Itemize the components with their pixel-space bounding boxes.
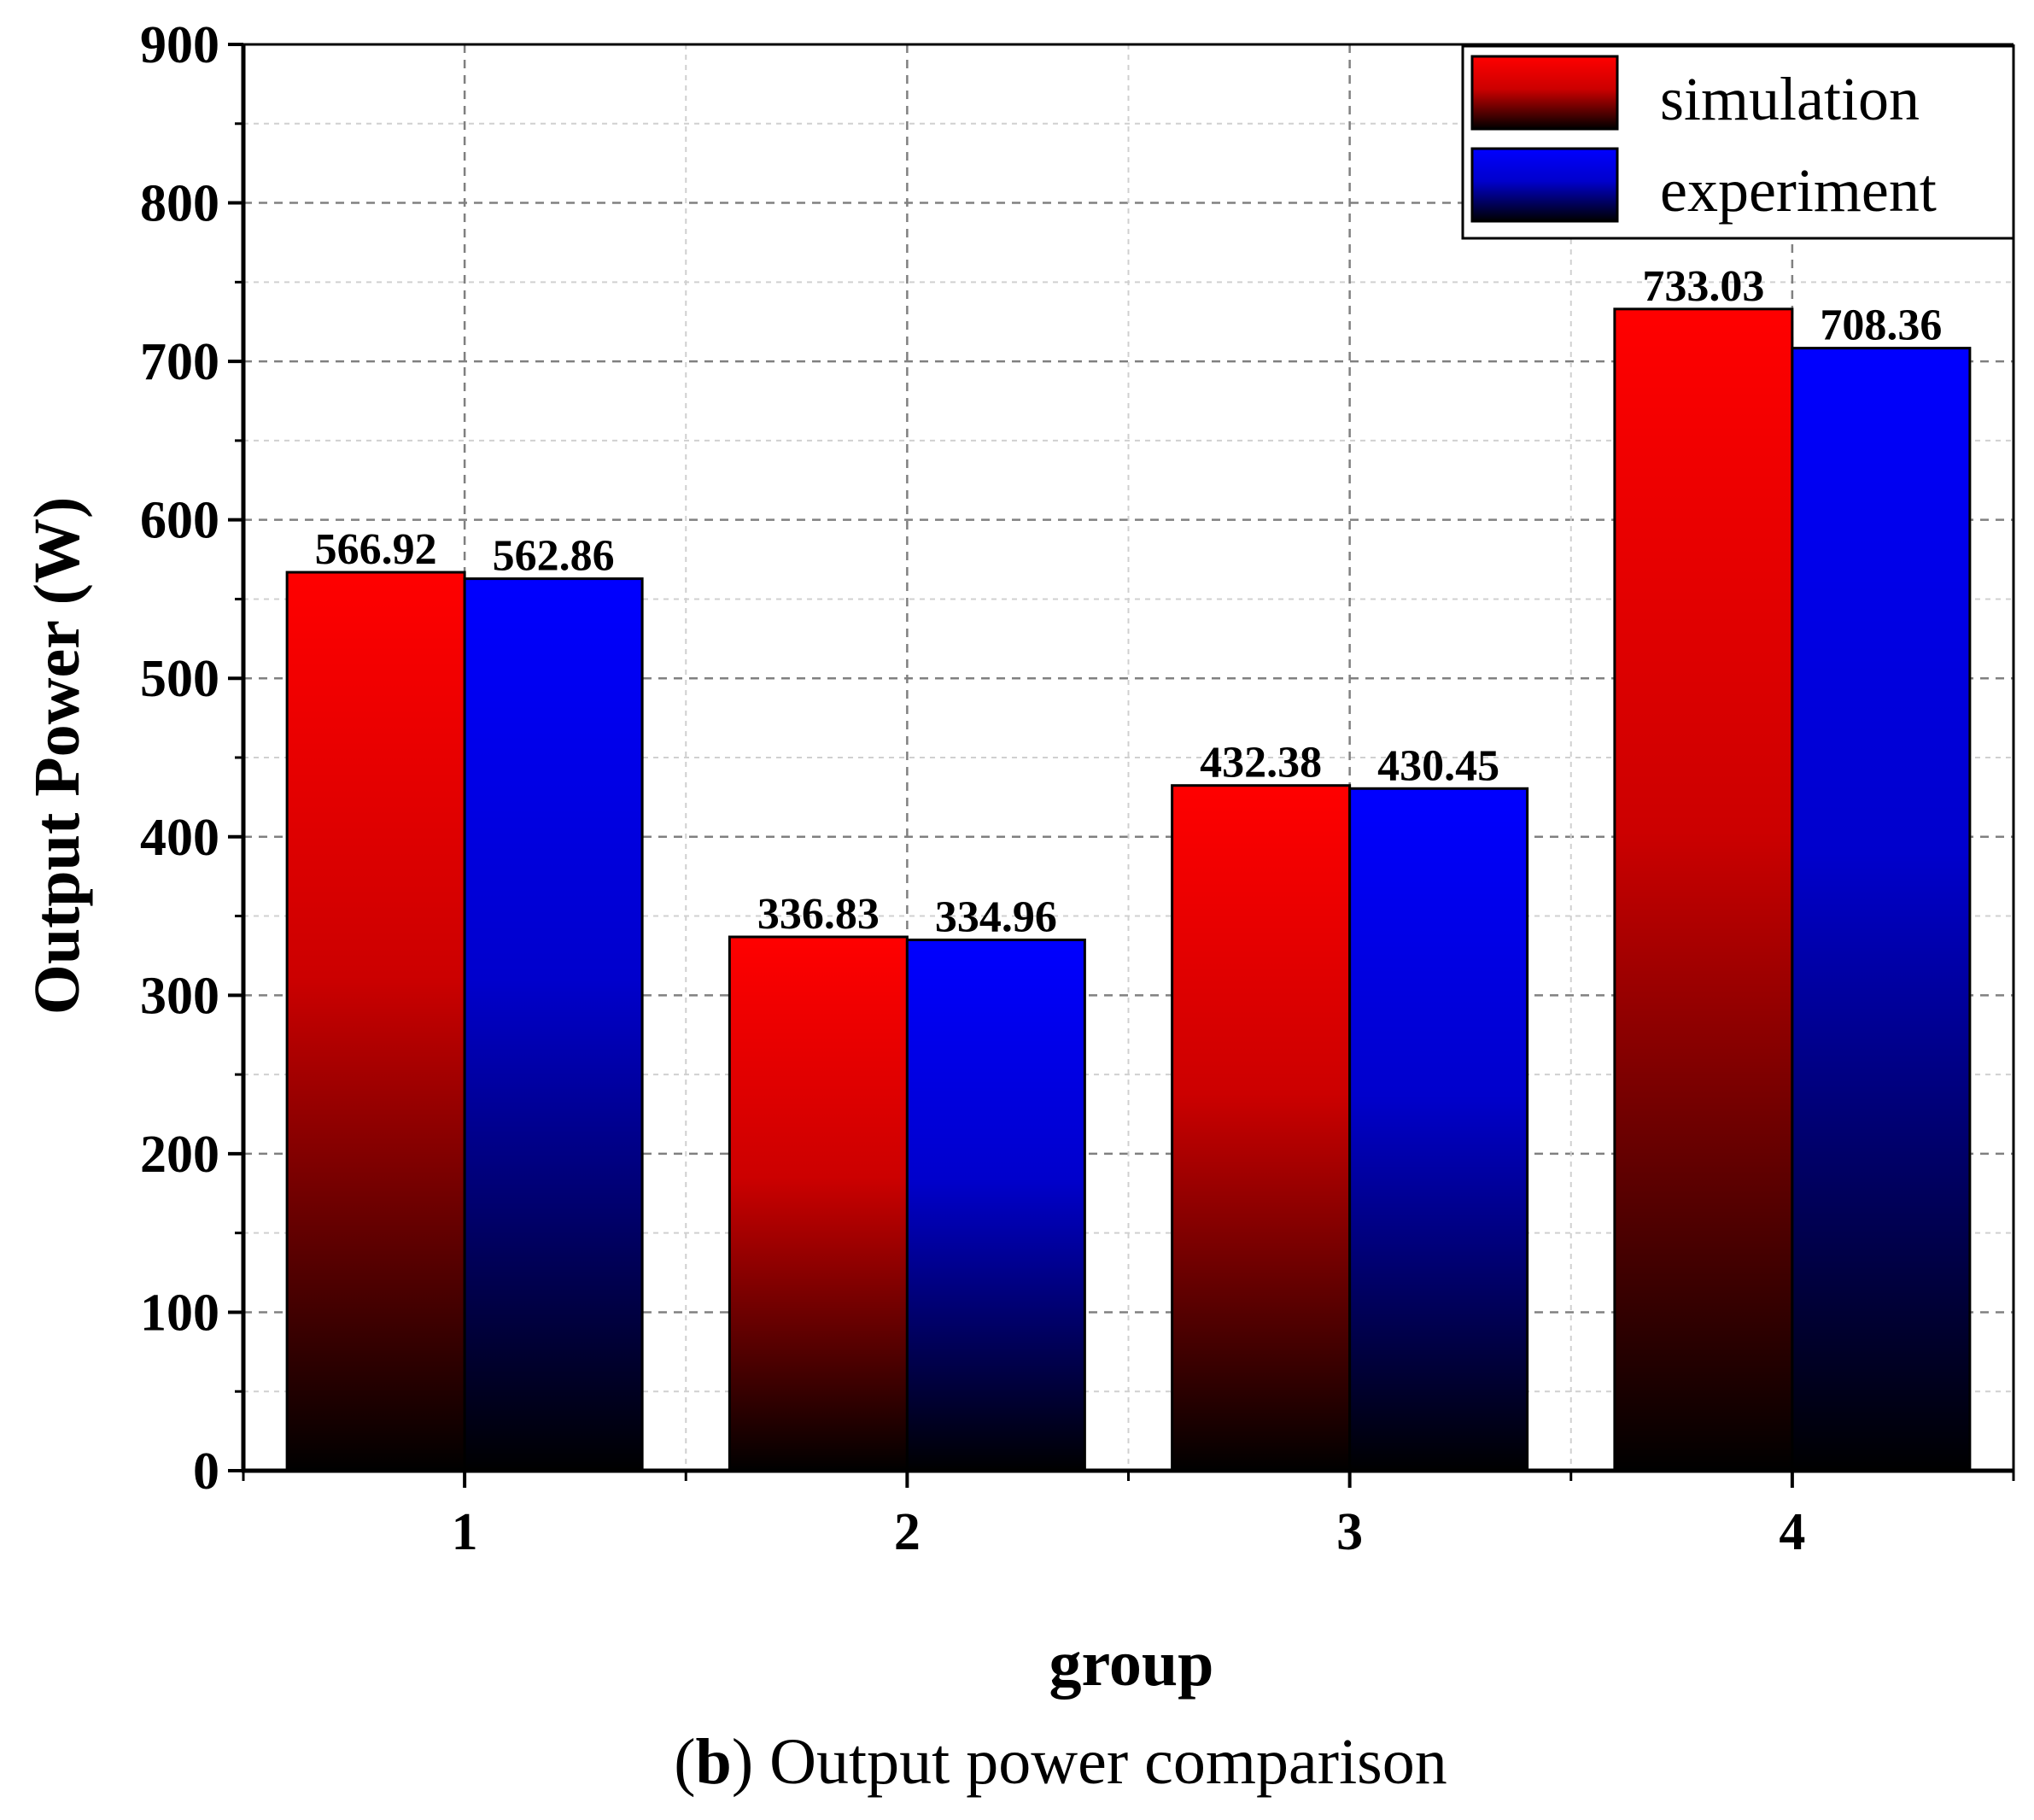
x-tick-label: 2 (894, 1503, 921, 1561)
legend: simulation experiment (1461, 44, 2015, 240)
x-axis-title: group (1049, 1628, 1214, 1700)
caption-text: Output power comparison (769, 1726, 1447, 1798)
y-tick-label: 200 (140, 1126, 219, 1184)
figure-caption: (b) Output power comparison (674, 1726, 1447, 1798)
bar-experiment-1 (463, 577, 644, 1472)
bar-experiment-2 (905, 938, 1086, 1472)
y-tick-label: 0 (193, 1443, 219, 1501)
legend-swatch-simulation (1470, 55, 1619, 131)
data-label-experiment-1: 562.86 (493, 532, 615, 581)
y-tick-label: 500 (140, 650, 219, 708)
bar-simulation-1 (285, 571, 466, 1472)
legend-label-simulation: simulation (1660, 65, 1920, 133)
data-label-simulation-3: 432.38 (1200, 739, 1322, 787)
x-tick-label: 4 (1779, 1503, 1805, 1561)
y-tick-label: 600 (140, 492, 219, 550)
x-tick-label: 3 (1336, 1503, 1363, 1561)
bar-experiment-3 (1348, 787, 1529, 1472)
bar-simulation-4 (1613, 307, 1794, 1472)
data-label-experiment-4: 708.36 (1820, 301, 1942, 350)
data-label-experiment-2: 334.96 (935, 892, 1057, 941)
data-label-experiment-3: 430.45 (1377, 741, 1499, 790)
legend-swatch-experiment (1470, 147, 1619, 223)
data-label-simulation-1: 566.92 (315, 525, 437, 574)
bar-simulation-2 (728, 935, 909, 1472)
labels: 566.92 336.83 432.38 733.03 562.86 334.96 430.… (140, 16, 1942, 1561)
y-tick-label: 400 (140, 809, 219, 867)
y-tick-label: 300 (140, 967, 219, 1025)
axes (228, 43, 2015, 1488)
x-tick-label: 1 (452, 1503, 478, 1561)
bar-simulation-3 (1171, 784, 1352, 1472)
y-axis-title: Output Power (W) (21, 497, 93, 1015)
y-tick-label: 900 (140, 16, 219, 74)
bar-experiment-4 (1791, 347, 1972, 1472)
y-tick-label: 800 (140, 175, 219, 233)
caption-label: b (696, 1726, 732, 1798)
y-tick-label: 700 (140, 333, 219, 391)
data-label-simulation-2: 336.83 (757, 890, 880, 939)
bars (285, 307, 1972, 1472)
legend-label-experiment: experiment (1660, 156, 1937, 225)
data-label-simulation-4: 733.03 (1642, 262, 1764, 311)
y-tick-label: 100 (140, 1284, 219, 1342)
